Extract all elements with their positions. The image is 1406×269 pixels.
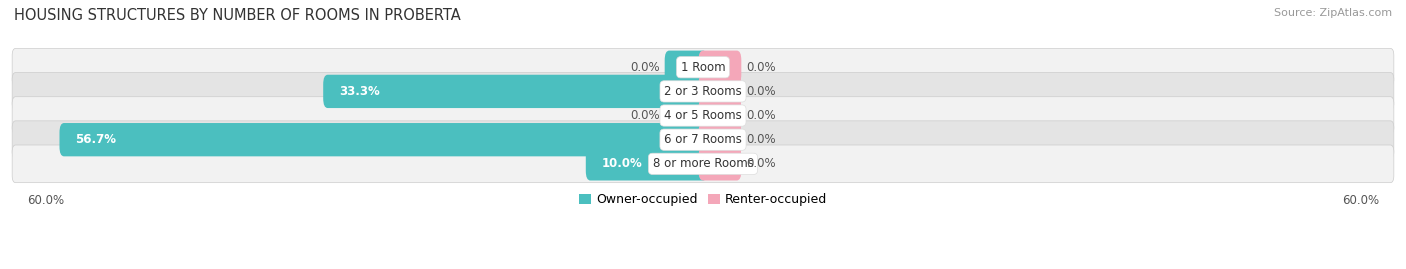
Text: 2 or 3 Rooms: 2 or 3 Rooms [664,85,742,98]
FancyBboxPatch shape [665,51,707,84]
FancyBboxPatch shape [699,99,741,132]
Text: HOUSING STRUCTURES BY NUMBER OF ROOMS IN PROBERTA: HOUSING STRUCTURES BY NUMBER OF ROOMS IN… [14,8,461,23]
Text: 4 or 5 Rooms: 4 or 5 Rooms [664,109,742,122]
Text: 0.0%: 0.0% [630,109,661,122]
Text: 10.0%: 10.0% [602,157,643,170]
Text: 56.7%: 56.7% [76,133,117,146]
Text: 0.0%: 0.0% [630,61,661,74]
FancyBboxPatch shape [13,48,1393,86]
FancyBboxPatch shape [699,147,741,180]
FancyBboxPatch shape [59,123,707,156]
FancyBboxPatch shape [13,121,1393,158]
Text: 0.0%: 0.0% [745,61,776,74]
Text: 8 or more Rooms: 8 or more Rooms [652,157,754,170]
FancyBboxPatch shape [586,147,707,180]
Text: 60.0%: 60.0% [1343,194,1379,207]
Text: 0.0%: 0.0% [745,85,776,98]
Text: 0.0%: 0.0% [745,109,776,122]
Text: 0.0%: 0.0% [745,157,776,170]
FancyBboxPatch shape [13,97,1393,134]
Text: 6 or 7 Rooms: 6 or 7 Rooms [664,133,742,146]
FancyBboxPatch shape [699,123,741,156]
Text: 60.0%: 60.0% [27,194,63,207]
FancyBboxPatch shape [699,51,741,84]
FancyBboxPatch shape [13,73,1393,110]
FancyBboxPatch shape [13,145,1393,183]
Text: 33.3%: 33.3% [339,85,380,98]
Legend: Owner-occupied, Renter-occupied: Owner-occupied, Renter-occupied [574,188,832,211]
Text: 0.0%: 0.0% [745,133,776,146]
Text: 1 Room: 1 Room [681,61,725,74]
FancyBboxPatch shape [323,75,707,108]
Text: Source: ZipAtlas.com: Source: ZipAtlas.com [1274,8,1392,18]
FancyBboxPatch shape [665,99,707,132]
FancyBboxPatch shape [699,75,741,108]
